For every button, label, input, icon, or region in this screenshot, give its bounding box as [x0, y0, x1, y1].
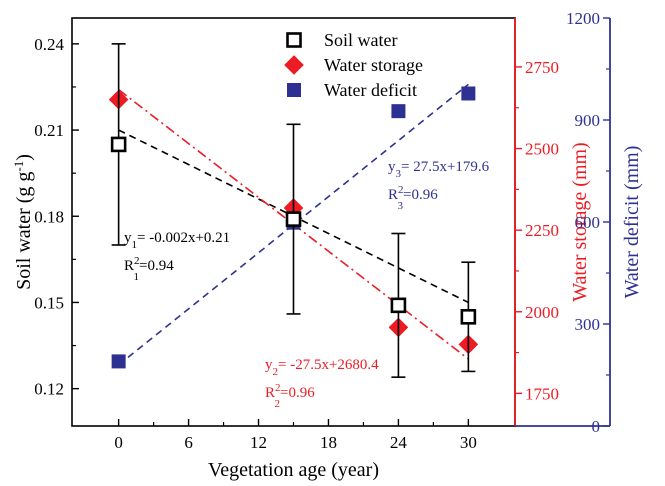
equation-rest: = 27.5x+179.6	[401, 159, 490, 175]
x-tick-label: 0	[114, 433, 123, 452]
left-tick-label: 0.18	[34, 207, 64, 226]
r2-sub: 3	[398, 200, 404, 212]
x-tick-label: 12	[250, 433, 267, 452]
x-tick-label: 18	[320, 433, 337, 452]
r2-sup: 2	[275, 382, 281, 394]
deficit-tick-label: 300	[575, 315, 601, 334]
left-tick-label: 0.21	[34, 121, 64, 140]
r2-rest: =0.96	[280, 385, 315, 401]
left-axis-label-main: Soil water (g g	[13, 172, 35, 290]
left-axis-label-end: )	[13, 154, 35, 161]
equation-1: y2= -27.5x+2680.4	[265, 357, 379, 378]
x-axis-label: Vegetation age (year)	[208, 459, 379, 481]
water-deficit-axis-label: Water deficit (mm)	[621, 146, 643, 299]
equation-rest: = -0.002x+0.21	[137, 230, 230, 246]
x-tick-label: 24	[390, 433, 408, 452]
r2-sub: 2	[275, 398, 281, 410]
deficit-tick-label: 600	[575, 213, 601, 232]
legend-label-2: Water deficit	[324, 80, 417, 100]
legend-label-0: Soil water	[324, 30, 398, 50]
r2-sup: 2	[398, 184, 404, 196]
r-squared-0: R2 1=0.94	[124, 255, 174, 283]
r2-sub: 1	[134, 271, 140, 283]
r2-prefix: R	[388, 187, 398, 203]
deficit-tick-label: 900	[575, 111, 601, 130]
equation-prefix: y	[388, 159, 396, 175]
storage-tick-label: 2500	[525, 140, 559, 159]
equation-sub: 2	[273, 366, 279, 378]
deficit-tick-label: 0	[592, 417, 601, 436]
water-storage-axis-label: Water storage (mm)	[569, 142, 591, 301]
deficit-tick-label: 1200	[566, 9, 600, 28]
left-tick-label: 0.15	[34, 293, 64, 312]
r-squared-1: R2 2=0.96	[265, 382, 315, 410]
left-axis-label-sup: -1	[11, 161, 26, 172]
storage-tick-label: 1750	[525, 384, 559, 403]
r2-sup: 2	[134, 255, 140, 267]
legend-label-1: Water storage	[324, 55, 423, 75]
legend-marker-2	[287, 83, 301, 97]
axes-layer	[71, 17, 611, 427]
storage-tick-label: 2000	[525, 303, 559, 322]
point-2	[461, 86, 476, 101]
legend: Soil water Water storage Water deficit	[284, 30, 423, 100]
x-tick-label: 30	[460, 433, 477, 452]
storage-tick-label: 2750	[525, 58, 559, 77]
point-0	[460, 309, 477, 325]
equation-sub: 1	[132, 239, 138, 251]
r2-prefix: R	[124, 258, 134, 274]
equation-prefix: y	[124, 230, 132, 246]
left-axis-label: Soil water (g g-1)	[11, 154, 36, 290]
point-0	[390, 297, 407, 314]
fit-line-2	[118, 83, 469, 366]
equation-prefix: y	[265, 357, 273, 373]
data-points-layer	[108, 43, 479, 378]
point-0	[110, 136, 127, 153]
legend-marker-0	[286, 32, 302, 48]
equation-0: y1= -0.002x+0.21	[124, 230, 230, 251]
left-tick-label: 0.12	[34, 380, 64, 399]
point-2	[111, 354, 126, 369]
point-0	[285, 211, 302, 227]
equation-2: y3= 27.5x+179.6	[388, 159, 490, 180]
r2-prefix: R	[265, 385, 275, 401]
left-tick-label: 0.24	[34, 35, 64, 54]
storage-tick-label: 2250	[525, 221, 559, 240]
equation-sub: 3	[396, 168, 402, 180]
x-tick-label: 6	[184, 433, 193, 452]
r2-rest: =0.94	[139, 258, 174, 274]
r2-rest: =0.96	[403, 187, 438, 203]
point-2	[391, 104, 406, 119]
legend-marker-1	[284, 55, 304, 75]
equation-rest: = -27.5x+2680.4	[278, 357, 379, 373]
r-squared-2: R2 3=0.96	[388, 184, 438, 212]
